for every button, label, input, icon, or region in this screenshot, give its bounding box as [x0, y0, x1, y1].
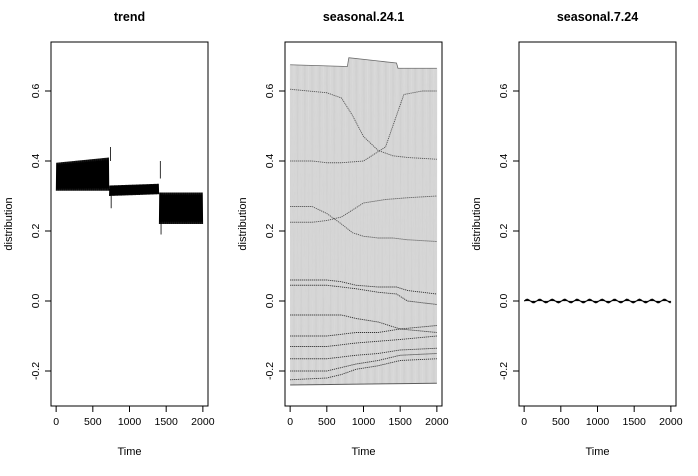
y-tick-label: 0.4: [498, 154, 510, 169]
x-axis-label: Time: [351, 446, 375, 458]
x-tick-label: 1500: [623, 416, 647, 428]
seasonal-level-trace: [290, 325, 437, 337]
x-tick-label: 2000: [425, 416, 449, 428]
seasonal-7-24-line: [523, 298, 672, 304]
x-tick-label: 2000: [191, 416, 215, 428]
x-axis-label: Time: [585, 446, 609, 458]
panel-title: seasonal.7.24: [557, 10, 638, 24]
y-tick-label: 0.0: [498, 294, 510, 309]
seasonal-level-trace: [290, 353, 437, 372]
y-tick-label: 0.6: [30, 84, 42, 99]
trend-series-line: [55, 157, 204, 225]
y-axis-label: distribution: [3, 197, 15, 250]
y-tick-label: 0.6: [498, 84, 510, 99]
x-axis: 0 500 1000 1500 2000: [287, 406, 449, 428]
x-tick-label: 1000: [352, 416, 376, 428]
plot-area: [523, 298, 672, 304]
x-tick-label: 0: [53, 416, 59, 428]
y-tick-label: 0.0: [30, 294, 42, 309]
y-axis: -0.2 0.0 0.2 0.4 0.6: [264, 84, 285, 380]
y-axis-label: distribution: [471, 197, 483, 250]
y-tick-label: 0.2: [30, 224, 42, 239]
panel-trend: trend 0 500 1000 1500 2000 -0.20.00.20.40.6 …: [3, 10, 215, 458]
seasonal-level-trace: [290, 358, 437, 381]
seasonal-level-trace: [290, 335, 437, 347]
y-tick-label: 0.6: [264, 84, 276, 99]
x-tick-label: 2000: [659, 416, 683, 428]
seasonal-level-trace: [290, 284, 437, 305]
seasonal-level-trace: [290, 90, 437, 164]
y-tick-label: 0.4: [30, 154, 42, 169]
y-tick-label: 0.2: [264, 224, 276, 239]
seasonal-level-trace: [290, 195, 437, 223]
seasonal-level-trace: [290, 206, 437, 242]
y-tick-label: -0.2: [264, 362, 276, 380]
plot-area: [289, 57, 438, 386]
panel-title: seasonal.24.1: [323, 10, 404, 24]
lower-envelope-line: [290, 382, 437, 386]
x-axis-label: Time: [117, 446, 141, 458]
seasonal-level-trace: [290, 88, 437, 160]
x-tick-label: 0: [521, 416, 527, 428]
y-axis: -0.2 0.0 0.2 0.4 0.6: [30, 84, 51, 380]
y-tick-label: 0.2: [498, 224, 510, 239]
x-tick-label: 500: [84, 416, 102, 428]
plot-area: [55, 147, 204, 235]
y-tick-label: 0.0: [264, 294, 276, 309]
y-axis-label: distribution: [237, 197, 249, 250]
seasonal-sweep-lines: [289, 57, 438, 386]
x-tick-label: 1500: [155, 416, 179, 428]
seasonal-level-trace: [290, 347, 437, 360]
y-tick-label: 0.4: [264, 154, 276, 169]
y-tick-label: -0.2: [30, 362, 42, 380]
x-axis: 0 500 1000 1500 2000: [521, 406, 683, 428]
x-tick-label: 0: [287, 416, 293, 428]
x-axis: 0 500 1000 1500 2000: [53, 406, 215, 428]
upper-envelope-line: [290, 57, 437, 69]
x-tick-label: 1000: [586, 416, 610, 428]
seasonal-level-trace: [290, 314, 437, 333]
x-tick-label: 500: [318, 416, 336, 428]
panel-seasonal-24-1: seasonal.24.1 0 500 1000 1500 2000 -0.2 0.0 0.…: [237, 10, 449, 458]
y-tick-label: -0.2: [498, 362, 510, 380]
x-tick-label: 1000: [118, 416, 142, 428]
panel-seasonal-7-24: seasonal.7.24 0 500 1000 1500 2000 -0.2 0.0 0.…: [471, 10, 683, 458]
x-tick-label: 500: [552, 416, 570, 428]
seasonal-level-trace: [290, 279, 437, 295]
y-axis: -0.2 0.0 0.2 0.4 0.6: [498, 84, 519, 380]
panel-title: trend: [114, 10, 145, 24]
x-tick-label: 1500: [389, 416, 413, 428]
